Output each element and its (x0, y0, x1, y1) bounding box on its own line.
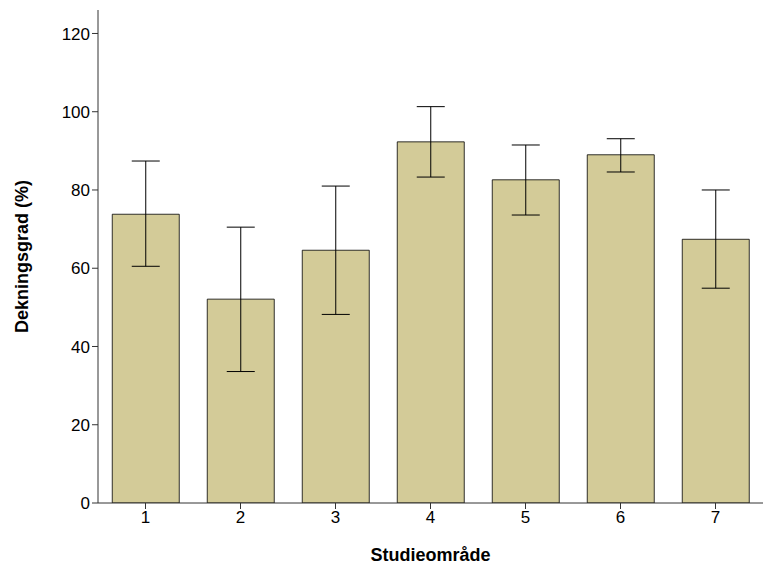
svg-text:6: 6 (616, 508, 625, 527)
svg-text:60: 60 (71, 259, 90, 278)
svg-text:0: 0 (81, 494, 90, 513)
svg-text:2: 2 (236, 508, 245, 527)
svg-text:Dekningsgrad (%): Dekningsgrad (%) (12, 180, 32, 333)
svg-text:40: 40 (71, 338, 90, 357)
svg-text:5: 5 (521, 508, 530, 527)
svg-text:80: 80 (71, 181, 90, 200)
svg-text:120: 120 (62, 25, 90, 44)
svg-text:100: 100 (62, 103, 90, 122)
svg-text:20: 20 (71, 416, 90, 435)
svg-text:3: 3 (331, 508, 340, 527)
svg-text:Studieområde: Studieområde (370, 545, 490, 565)
svg-text:7: 7 (711, 508, 720, 527)
svg-text:1: 1 (141, 508, 150, 527)
svg-text:4: 4 (426, 508, 435, 527)
